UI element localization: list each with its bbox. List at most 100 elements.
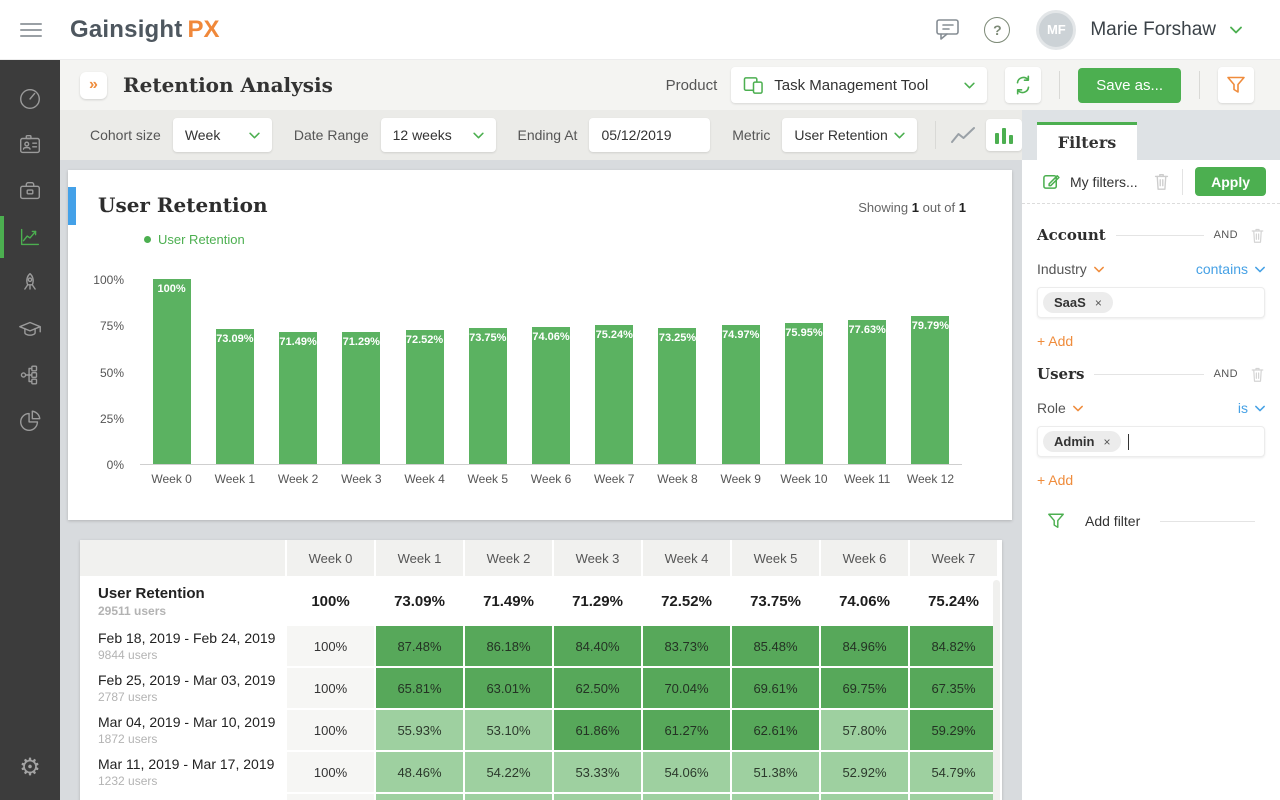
bar-chart-toggle[interactable] <box>986 119 1022 151</box>
retention-bar[interactable]: 79.79% <box>911 316 950 464</box>
condition-selector[interactable]: is <box>1237 400 1248 416</box>
my-filters-button[interactable]: My filters... <box>1042 172 1138 191</box>
retention-bar[interactable]: 73.09% <box>215 329 254 464</box>
help-icon[interactable]: ? <box>984 16 1011 43</box>
bar-column[interactable]: 73.75% <box>456 280 519 464</box>
metric-dropdown[interactable]: User Retention <box>782 118 918 152</box>
cohort-date-range: Feb 18, 2019 - Feb 24, 2019 <box>98 630 276 646</box>
table-header-cell: Week 7 <box>910 540 997 576</box>
retention-value-cell: 65.81% <box>376 668 463 708</box>
filter-group-header: Account AND <box>1037 226 1265 244</box>
table-scrollbar[interactable] <box>993 580 1000 800</box>
gainsight-px-logo[interactable]: Gainsight PX <box>70 16 220 44</box>
retention-bar[interactable]: 71.29% <box>342 332 381 464</box>
delete-group-trash-icon[interactable] <box>1250 366 1265 383</box>
retention-bar[interactable]: 75.95% <box>784 323 823 464</box>
retention-bar[interactable]: 71.49% <box>279 332 318 464</box>
bar-column[interactable]: 75.95% <box>772 280 835 464</box>
x-axis-labels: Week 0 Week 1 Week 2 Week 3 Week 4 Week 5 Week… <box>140 472 962 486</box>
field-selector[interactable]: Role <box>1037 400 1066 416</box>
chart-toolbar: Cohort size Week Date Range 12 weeks End… <box>60 110 1022 160</box>
edit-icon <box>1043 175 1060 189</box>
bar-column[interactable]: 79.79% <box>899 280 962 464</box>
summary-value-cell: 73.75% <box>732 578 819 624</box>
y-axis-tick: 50% <box>99 366 124 380</box>
sidebar-item-engagements[interactable] <box>0 260 60 306</box>
bar-column[interactable]: 74.06% <box>519 280 582 464</box>
bar-value-label: 74.97% <box>722 329 760 341</box>
table-row: Mar 04, 2019 - Mar 10, 2019 1872 users 100… <box>80 710 1002 750</box>
sidebar-item-journeys[interactable] <box>0 352 60 398</box>
user-menu-chevron-icon[interactable] <box>1230 26 1242 34</box>
bar-column[interactable]: 75.24% <box>583 280 646 464</box>
sidebar-item-accounts[interactable] <box>0 168 60 214</box>
save-as-button[interactable]: Save as... <box>1078 67 1181 103</box>
hamburger-menu-icon[interactable] <box>20 22 42 38</box>
chip-remove-icon[interactable]: × <box>1103 434 1111 449</box>
filter-value-input[interactable]: Admin × <box>1037 426 1265 457</box>
retention-value-cell: 84.96% <box>821 626 908 666</box>
cohort-size-dropdown[interactable]: Week <box>172 118 272 152</box>
sidebar-item-reports[interactable] <box>0 398 60 444</box>
refresh-button[interactable] <box>1005 67 1042 103</box>
bar-column[interactable]: 73.09% <box>203 280 266 464</box>
clear-filters-trash-icon[interactable] <box>1153 172 1170 191</box>
retention-bar[interactable]: 72.52% <box>405 330 444 464</box>
bar-column[interactable]: 72.52% <box>393 280 456 464</box>
bar-column[interactable]: 74.97% <box>709 280 772 464</box>
table-header-cell: Week 0 <box>287 540 374 576</box>
cohort-label-cell: Mar 11, 2019 - Mar 17, 2019 1232 users <box>80 752 285 792</box>
x-axis-label: Week 0 <box>151 472 192 486</box>
bar-column[interactable]: 100% <box>140 279 203 464</box>
add-filter-button[interactable]: Add filter <box>1037 512 1265 530</box>
retention-value-cell: 70.04% <box>643 668 730 708</box>
cohort-date-range: Feb 25, 2019 - Mar 03, 2019 <box>98 672 276 688</box>
expand-panel-button[interactable]: » <box>80 71 107 99</box>
tab-filters[interactable]: Filters <box>1037 122 1137 160</box>
cohort-size-value: Week <box>184 127 221 143</box>
bar-column[interactable]: 71.29% <box>330 280 393 464</box>
sidebar-item-analytics[interactable] <box>0 214 60 260</box>
retention-bar[interactable]: 100% <box>152 279 191 464</box>
retention-bar[interactable]: 77.63% <box>848 320 887 464</box>
sidebar-item-audience[interactable] <box>0 122 60 168</box>
chat-icon[interactable] <box>932 17 962 43</box>
filter-toggle-button[interactable] <box>1218 67 1254 103</box>
condition-selector[interactable]: contains <box>1195 261 1248 277</box>
delete-group-trash-icon[interactable] <box>1250 227 1265 244</box>
filter-value-input[interactable]: SaaS × <box>1037 287 1265 318</box>
field-selector[interactable]: Industry <box>1037 261 1087 277</box>
sidebar-item-knowledge[interactable] <box>0 306 60 352</box>
y-axis-tick: 75% <box>99 319 124 333</box>
line-chart-toggle[interactable] <box>950 125 976 145</box>
retention-value-cell <box>643 794 730 800</box>
table-row: Mar 18, 2019 - Mar 24, 2019 <box>80 794 1002 800</box>
x-axis-label: Week 5 <box>467 472 509 486</box>
retention-bar[interactable]: 74.06% <box>532 327 571 464</box>
product-dropdown[interactable]: Task Management Tool <box>731 67 988 103</box>
retention-bar[interactable]: 74.97% <box>721 325 760 464</box>
avatar[interactable]: MF <box>1036 9 1077 50</box>
ending-at-input[interactable]: 05/12/2019 <box>589 118 711 152</box>
date-range-dropdown[interactable]: 12 weeks <box>380 118 496 152</box>
retention-bar[interactable]: 73.75% <box>468 328 507 464</box>
apply-button[interactable]: Apply <box>1195 167 1266 196</box>
chip-remove-icon[interactable]: × <box>1094 295 1102 310</box>
add-value-link[interactable]: + Add <box>1037 333 1074 349</box>
bar-column[interactable]: 77.63% <box>836 280 899 464</box>
line-chart-icon <box>20 228 40 246</box>
bar-value-label: 75.24% <box>595 329 633 341</box>
settings-gear-icon[interactable]: ⚙ <box>19 754 41 781</box>
user-name[interactable]: Marie Forshaw <box>1090 18 1216 40</box>
rocket-icon <box>24 273 36 290</box>
bar-column[interactable]: 71.49% <box>266 280 329 464</box>
retention-value-cell: 61.27% <box>643 710 730 750</box>
add-value-link[interactable]: + Add <box>1037 472 1074 488</box>
and-operator[interactable]: AND <box>1213 229 1238 241</box>
bar-column[interactable]: 73.25% <box>646 280 709 464</box>
retention-bar[interactable]: 75.24% <box>595 325 634 464</box>
and-operator[interactable]: AND <box>1213 368 1238 380</box>
chart-legend[interactable]: User Retention <box>144 232 245 247</box>
sidebar-item-dashboard[interactable] <box>0 76 60 122</box>
retention-bar[interactable]: 73.25% <box>658 328 697 464</box>
